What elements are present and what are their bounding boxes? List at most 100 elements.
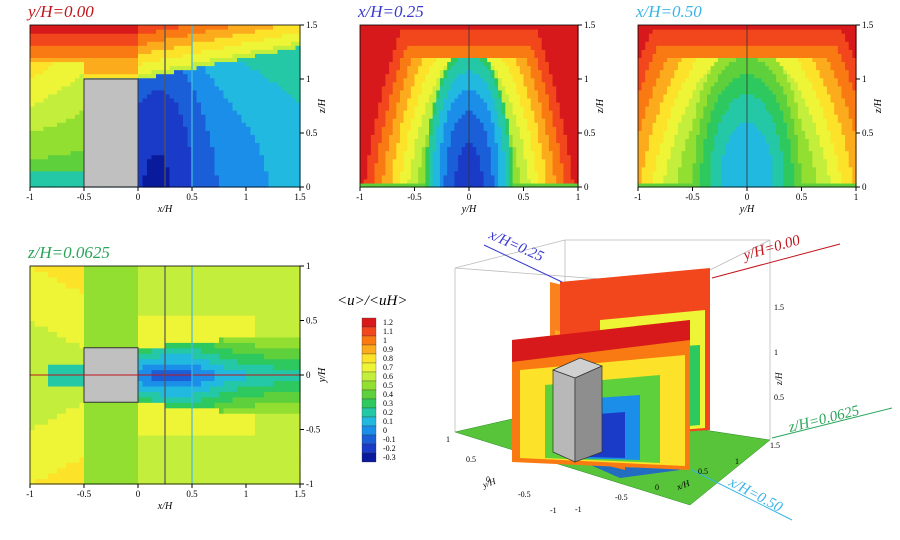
colorbar-swatch bbox=[361, 452, 377, 463]
x-tick-label: -1 bbox=[26, 192, 34, 202]
colorbar-label: 1 bbox=[383, 336, 387, 345]
colorbar-label: -0.3 bbox=[383, 453, 396, 462]
x-tick-label: -1 bbox=[356, 192, 364, 202]
colorbar-swatch bbox=[361, 443, 377, 454]
y-tick-label: 0 bbox=[584, 182, 589, 192]
x-tick-label: 0.5 bbox=[518, 192, 530, 202]
y-tick-label: 1 bbox=[862, 74, 867, 84]
y-tick-label: 0 bbox=[306, 182, 311, 192]
x-axis-label: x/H bbox=[157, 204, 173, 215]
x-axis-label: y/H bbox=[739, 204, 755, 215]
colorbar-swatch bbox=[361, 416, 377, 427]
colorbar-swatch bbox=[361, 425, 377, 436]
panel-title: x/H=0.25 bbox=[357, 2, 424, 21]
colorbar-swatch bbox=[361, 353, 377, 364]
y-tick-label: -1 bbox=[306, 479, 314, 489]
colorbar-swatch bbox=[361, 362, 377, 373]
colorbar-swatch bbox=[361, 344, 377, 355]
y-tick-label: 0.5 bbox=[862, 128, 874, 138]
leader-z0625 bbox=[771, 407, 893, 439]
x-axis-label: x/H bbox=[674, 478, 691, 492]
leader-y000 bbox=[711, 243, 841, 279]
y-tick-label: 1.5 bbox=[862, 20, 874, 30]
colorbar-label: 0.1 bbox=[383, 417, 393, 426]
colorbar-swatch bbox=[361, 398, 377, 409]
x-tick-label: -0.5 bbox=[407, 192, 422, 202]
colorbar-swatch bbox=[361, 371, 377, 382]
colorbar-label: -0.2 bbox=[383, 444, 396, 453]
x-tick-label: 0 bbox=[467, 192, 472, 202]
y-tick-label: 1 bbox=[446, 435, 450, 444]
y-tick-label: 1 bbox=[306, 74, 311, 84]
y-tick-label: 0 bbox=[306, 370, 311, 380]
y-axis-label: y/H bbox=[480, 476, 497, 490]
colorbar-label: 0.5 bbox=[383, 381, 393, 390]
y-tick-label: 0.5 bbox=[306, 128, 318, 138]
y-tick-label: 1.5 bbox=[306, 20, 318, 30]
z-tick-label: 1 bbox=[774, 348, 778, 357]
x-tick-label: -1 bbox=[634, 192, 642, 202]
panel-title: z/H=0.0625 bbox=[27, 243, 110, 262]
colorbar-swatch bbox=[361, 335, 377, 346]
y-tick-label: -0.5 bbox=[518, 490, 531, 499]
y-tick-label: 1 bbox=[306, 261, 311, 271]
y-tick-label: -0.5 bbox=[306, 425, 321, 435]
x-tick-label: 0 bbox=[136, 489, 141, 499]
plane-x050-top bbox=[512, 320, 690, 362]
x-tick-label: -0.5 bbox=[77, 489, 92, 499]
y-tick-label: 0 bbox=[862, 182, 867, 192]
y-tick-label: 0.5 bbox=[306, 316, 318, 326]
colorbar-swatch bbox=[361, 317, 377, 328]
contour-field bbox=[30, 266, 301, 485]
colorbar-label: 0.8 bbox=[383, 354, 393, 363]
y-axis-label: z/H bbox=[317, 98, 328, 114]
x-tick-label: 1 bbox=[576, 192, 581, 202]
colorbar-label: 1.1 bbox=[383, 327, 393, 336]
x-tick-label: 1 bbox=[244, 192, 249, 202]
colorbar-swatch bbox=[361, 380, 377, 391]
x-tick-label: -1 bbox=[26, 489, 34, 499]
label-z0625: z/H=0.0625 bbox=[786, 403, 861, 436]
x-tick-label: -0.5 bbox=[77, 192, 92, 202]
colorbar-title: <u>/<uH> bbox=[337, 293, 408, 309]
y-axis-label: z/H bbox=[595, 98, 606, 114]
x-tick-label: 0.5 bbox=[186, 489, 198, 499]
x-tick-label: 0.5 bbox=[796, 192, 808, 202]
x-tick-label: 0.5 bbox=[186, 192, 198, 202]
panel-title: x/H=0.50 bbox=[635, 2, 702, 21]
x-tick-label: 0 bbox=[136, 192, 141, 202]
z-tick-label: 1.5 bbox=[774, 303, 784, 312]
x-tick-label: 1.5 bbox=[294, 489, 306, 499]
colorbar-swatch bbox=[361, 407, 377, 418]
x-tick-label: -0.5 bbox=[615, 493, 628, 502]
x-tick-label: 1 bbox=[735, 457, 739, 466]
x-tick-label: 0.5 bbox=[698, 467, 708, 476]
colorbar-label: 0.2 bbox=[383, 408, 393, 417]
box-edge bbox=[454, 239, 566, 269]
y-axis-label: y/H bbox=[317, 367, 328, 383]
colorbar-label: 0.4 bbox=[383, 390, 393, 399]
y-axis-label: z/H bbox=[873, 98, 884, 114]
colorbar-swatch bbox=[361, 326, 377, 337]
y-tick-label: -1 bbox=[550, 506, 557, 515]
building-side bbox=[574, 365, 603, 463]
colorbar-label: 0.3 bbox=[383, 399, 393, 408]
panel-title: y/H=0.00 bbox=[26, 2, 94, 21]
panel-3: -1 -0.5 0 0.5 1 1.5-1-0.500.51x/Hy/Hz/H=0.062… bbox=[26, 243, 328, 512]
y-tick-label: 0.5 bbox=[584, 128, 596, 138]
x-axis-label: x/H bbox=[157, 501, 173, 512]
label-y000: y/H=0.00 bbox=[740, 232, 803, 264]
x-tick-label: 1 bbox=[244, 489, 249, 499]
colorbar-label: 0.7 bbox=[383, 363, 393, 372]
z-axis-label: z/H bbox=[774, 372, 784, 386]
colorbar-label: 0.6 bbox=[383, 372, 393, 381]
contour-field bbox=[638, 25, 857, 188]
colorbar-label: 0 bbox=[383, 426, 387, 435]
y-tick-label: 0.5 bbox=[466, 455, 476, 464]
y-tick-label: 1.5 bbox=[584, 20, 596, 30]
z-tick-label: 1.5 bbox=[770, 441, 780, 450]
colorbar-label: 1.2 bbox=[383, 318, 393, 327]
panel-2: -1 -0.5 0 0.5 100.511.5y/Hz/Hx/H=0.50 bbox=[634, 2, 884, 215]
view-3d: x/H=0.25 y/H=0.00z/H=0.0625x/H=0.501.510.… bbox=[446, 227, 893, 521]
